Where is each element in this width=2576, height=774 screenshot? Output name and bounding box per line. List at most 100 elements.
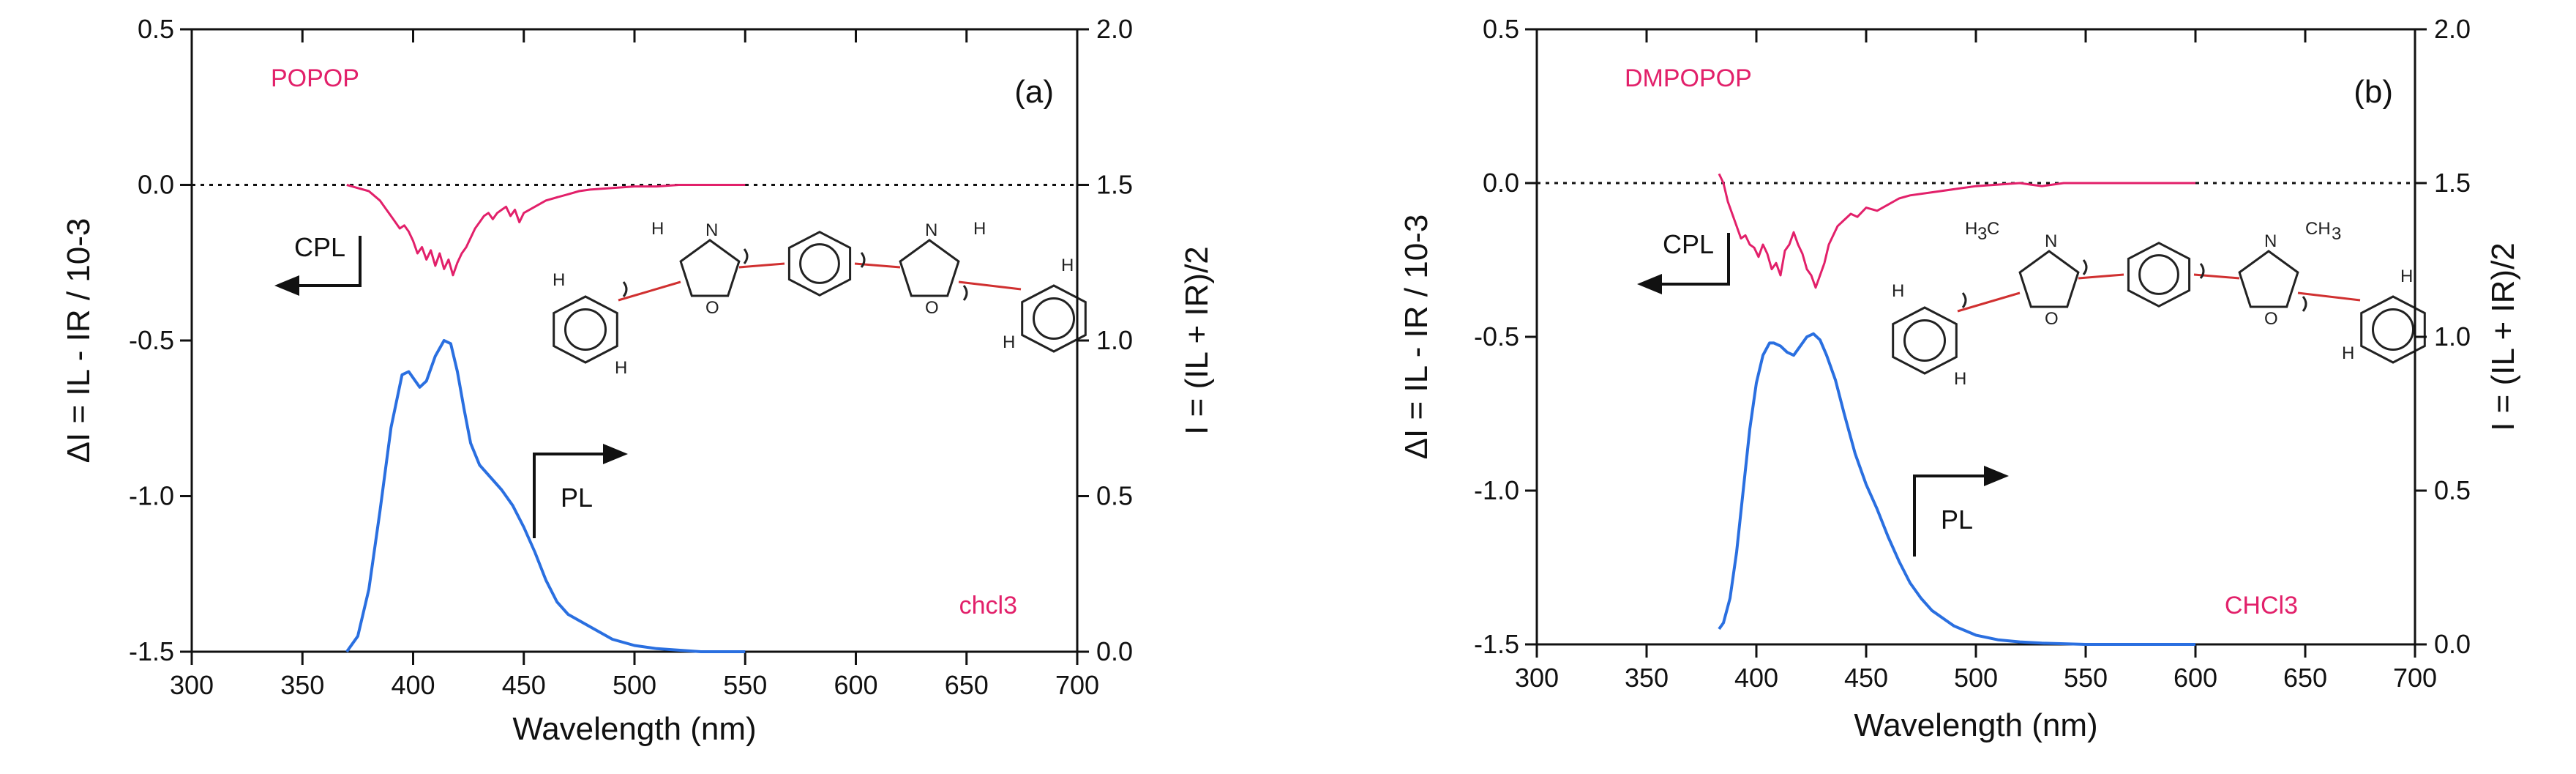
rotation-arrow (2302, 296, 2307, 312)
y-left-tick-label: -1.0 (1474, 475, 1519, 505)
y-left-tick-label: 0.5 (138, 14, 174, 44)
methyl-group-label: H (1965, 219, 1977, 239)
x-tick-label: 550 (2064, 663, 2108, 693)
cpl-arrow-label: CPL (1663, 229, 1714, 259)
cpl-axis-arrow (295, 236, 362, 287)
central-phenylene-ring (787, 231, 852, 297)
nitrogen-atom-label: N (2045, 231, 2057, 251)
pl-axis-arrow (533, 453, 607, 538)
compound-label: POPOP (271, 64, 359, 92)
x-axis-title: Wavelength (nm) (512, 711, 756, 747)
y-right-axis-title: I = (IL + IR)/2 (2485, 242, 2521, 431)
x-tick-label: 450 (502, 670, 546, 700)
methyl-group-label: CH (2305, 219, 2331, 239)
right-oxazole-ring (899, 239, 960, 297)
cpl-arrowhead (1637, 274, 1662, 294)
oxygen-atom-label: O (705, 298, 719, 318)
left-oxazole-ring (2018, 250, 2080, 308)
left-link-bond (618, 280, 681, 302)
pl-axis-arrow (1913, 475, 1988, 557)
right-oxazole-ring (2238, 250, 2299, 308)
center-left-link-bond (738, 262, 785, 269)
rotation-arrow (962, 285, 968, 301)
methyl-group-label: 3 (2332, 224, 2341, 244)
pl-arrow-label: PL (1941, 505, 1973, 535)
hydrogen-atom-label: H (1892, 281, 1904, 301)
y-right-axis-title: I = (IL + IR)/2 (1179, 246, 1215, 435)
rotation-arrow (743, 248, 749, 264)
hydrogen-atom-label: H (651, 219, 664, 239)
x-tick-label: 350 (280, 670, 324, 700)
popop-structure-diagram: N O N O H H H H H H (553, 219, 1087, 378)
pl-arrowhead (1984, 466, 2009, 486)
pl-arrowhead (603, 444, 628, 464)
x-tick-label: 400 (1734, 663, 1778, 693)
x-tick-label: 500 (1954, 663, 1998, 693)
x-axis-title: Wavelength (nm) (1854, 707, 2097, 743)
oxygen-atom-label: O (925, 298, 939, 318)
x-tick-label: 600 (834, 670, 877, 700)
series-line-pl (1718, 332, 2195, 646)
y-left-tick-label: -1.5 (129, 636, 174, 666)
right-phenyl-ring (1021, 284, 1087, 353)
hydrogen-atom-label: H (2400, 267, 2413, 286)
series-line-cpl (346, 184, 746, 277)
central-phenylene-ring-aromatic-ring (2138, 254, 2179, 295)
nitrogen-atom-label: N (2264, 231, 2277, 251)
x-tick-label: 450 (1844, 663, 1888, 693)
right-link-bond (958, 280, 1022, 291)
compound-label: DMPOPOP (1625, 64, 1752, 92)
y-right-tick-label: 1.5 (2434, 168, 2471, 198)
rotation-arrow (860, 252, 866, 268)
x-tick-label: 300 (170, 670, 214, 700)
x-tick-label: 300 (1515, 663, 1559, 693)
y-right-tick-label: 1.0 (2434, 321, 2471, 351)
x-tick-label: 650 (945, 670, 989, 700)
x-tick-label: 550 (723, 670, 767, 700)
panel-label: (a) (1014, 74, 1054, 110)
right-link-bond (2297, 291, 2361, 302)
central-phenylene-ring (2127, 242, 2191, 308)
x-tick-label: 350 (1625, 663, 1669, 693)
x-tick-label: 500 (613, 670, 656, 700)
rotation-arrow (2082, 259, 2088, 275)
nitrogen-atom-label: N (705, 220, 718, 240)
y-left-tick-label: 0.0 (138, 170, 174, 200)
panel-label: (b) (2354, 74, 2393, 110)
oxygen-atom-label: O (2045, 309, 2059, 329)
left-phenyl-ring (553, 295, 618, 364)
oxygen-atom-label: O (2264, 309, 2278, 329)
center-left-link-bond (2078, 273, 2124, 280)
y-left-tick-label: -0.5 (1474, 321, 1519, 351)
cpl-arrow-label: CPL (294, 232, 345, 262)
y-right-tick-label: 2.0 (1096, 14, 1133, 44)
right-phenyl-ring-aromatic-ring (2372, 308, 2414, 351)
series-line-cpl (1718, 173, 2195, 289)
hydrogen-atom-label: H (553, 270, 565, 290)
rotation-arrow (1961, 292, 1967, 308)
y-left-tick-label: 0.0 (1483, 168, 1519, 198)
cpl-arrowhead (274, 275, 299, 296)
rotation-arrow (2199, 263, 2205, 279)
x-tick-label: 700 (2393, 663, 2437, 693)
methyl-group-label: C (1987, 219, 1999, 239)
y-right-tick-label: 0.5 (1096, 481, 1133, 511)
right-phenyl-ring (2360, 295, 2426, 364)
y-right-tick-label: 1.5 (1096, 170, 1133, 200)
y-right-tick-label: 1.0 (1096, 325, 1133, 355)
y-left-tick-label: -0.5 (129, 325, 174, 355)
x-tick-label: 400 (391, 670, 435, 700)
right-phenyl-ring-aromatic-ring (1033, 297, 1075, 340)
hydrogen-atom-label: H (615, 358, 627, 378)
pl-arrow-label: PL (561, 483, 593, 513)
y-left-tick-label: 0.5 (1483, 14, 1519, 44)
x-tick-label: 700 (1055, 670, 1099, 700)
x-tick-label: 600 (2174, 663, 2217, 693)
hydrogen-atom-label: H (1061, 256, 1074, 275)
y-right-tick-label: 0.5 (2434, 475, 2471, 505)
x-tick-label: 650 (2283, 663, 2327, 693)
y-left-tick-label: -1.0 (129, 481, 174, 511)
rotation-arrow (622, 281, 628, 297)
